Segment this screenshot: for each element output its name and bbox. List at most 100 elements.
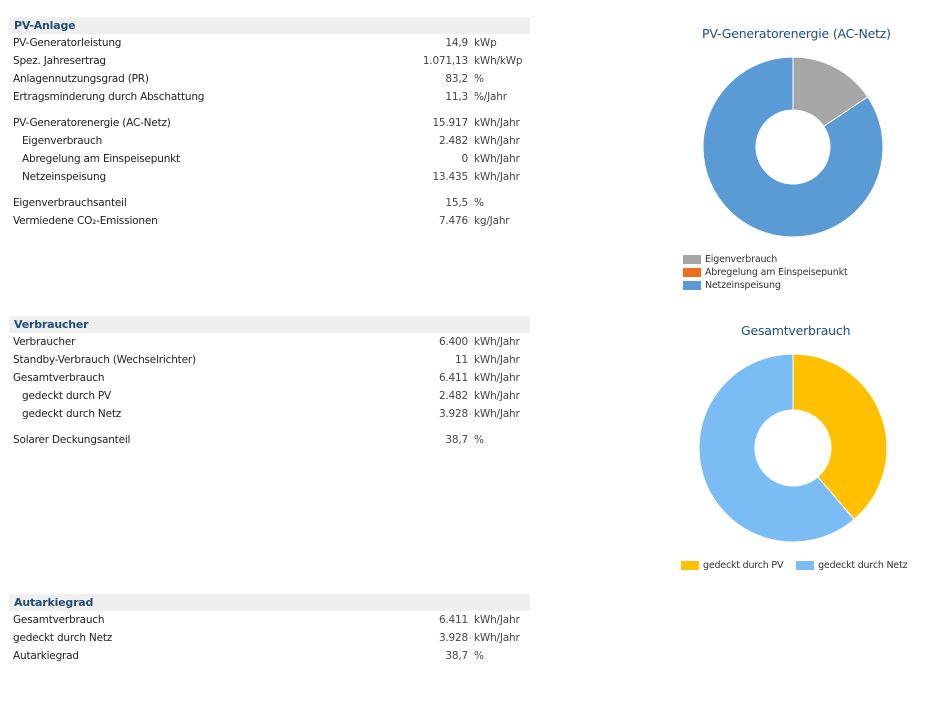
legend-swatch — [683, 255, 701, 264]
row-label: PV-Generatorenergie (AC-Netz) — [13, 117, 171, 129]
table-row: Abregelung am Einspeisepunkt 0 kWh/Jahr — [9, 150, 530, 168]
row-unit: kWh/Jahr — [474, 390, 520, 402]
legend-item: gedeckt durch PV — [681, 559, 783, 572]
row-label: Anlagennutzungsgrad (PR) — [13, 73, 149, 85]
table-row: Gesamtverbrauch 6.411 kWh/Jahr — [9, 611, 530, 629]
row-label: gedeckt durch PV — [22, 390, 112, 402]
row-value: 11,3 — [445, 91, 468, 103]
table-row: Netzeinspeisung 13.435 kWh/Jahr — [9, 168, 530, 186]
legend-label: Abregelung am Einspeisepunkt — [705, 267, 848, 278]
chart-title-gesamtverbrauch: Gesamtverbrauch — [741, 323, 851, 338]
row-label: Eigenverbrauchsanteil — [13, 197, 127, 209]
table-row: Eigenverbrauch 2.482 kWh/Jahr — [9, 132, 530, 150]
row-label: Gesamtverbrauch — [13, 614, 105, 626]
table-row: gedeckt durch Netz 3.928 kWh/Jahr — [9, 405, 530, 423]
legend-pv-energie: Eigenverbrauch Abregelung am Einspeisepu… — [683, 253, 848, 292]
section-title: Verbraucher — [9, 316, 530, 333]
legend-label: Netzeinspeisung — [705, 280, 781, 291]
row-unit: kWh/Jahr — [474, 354, 520, 366]
row-unit: kg/Jahr — [474, 215, 510, 227]
row-unit: kWh/Jahr — [474, 171, 520, 183]
row-unit: kWh/Jahr — [474, 372, 520, 384]
autarkie-section: Autarkiegrad Gesamtverbrauch 6.411 kWh/Jah… — [9, 594, 530, 665]
row-unit: kWh/kWp — [474, 55, 523, 67]
donut-chart-pv-energie — [703, 57, 883, 237]
row-unit: % — [474, 650, 484, 662]
row-label: Ertragsminderung durch Abschattung — [13, 91, 205, 103]
row-value: 13.435 — [432, 171, 468, 183]
row-value: 38,7 — [445, 434, 468, 446]
row-unit: kWh/Jahr — [474, 408, 520, 420]
table-row: Standby-Verbrauch (Wechselrichter) 11 kWh/… — [9, 351, 530, 369]
table-row: Ertragsminderung durch Abschattung 11,3 %/… — [9, 88, 530, 106]
table-row: gedeckt durch PV 2.482 kWh/Jahr — [9, 387, 530, 405]
table-row: PV-Generatorleistung 14,9 kWp — [9, 34, 530, 52]
row-value: 0 — [461, 153, 469, 165]
row-unit: kWh/Jahr — [474, 153, 520, 165]
row-unit: kWp — [474, 37, 497, 49]
row-label: Standby-Verbrauch (Wechselrichter) — [13, 354, 196, 366]
row-value: 6.411 — [438, 614, 468, 626]
row-label: gedeckt durch Netz — [13, 632, 113, 644]
table-row: gedeckt durch Netz 3.928 kWh/Jahr — [9, 629, 530, 647]
row-unit: kWh/Jahr — [474, 632, 520, 644]
legend-item: Netzeinspeisung — [683, 279, 847, 292]
row-value: 2.482 — [438, 390, 468, 402]
row-value: 11 — [455, 354, 468, 366]
row-label: Verbraucher — [13, 336, 76, 348]
row-value: 83,2 — [445, 73, 468, 85]
legend-label: gedeckt durch PV — [703, 560, 784, 571]
row-value: 14,9 — [445, 37, 468, 49]
row-unit: kWh/Jahr — [474, 135, 520, 147]
legend-item: gedeckt durch Netz — [796, 559, 908, 572]
row-label: Solarer Deckungsanteil — [13, 434, 131, 446]
row-label: Eigenverbrauch — [22, 135, 103, 147]
row-label: gedeckt durch Netz — [22, 408, 122, 420]
row-value: 6.411 — [438, 372, 468, 384]
donut-slice-gedeckt-durch-netz — [699, 354, 855, 542]
row-value: 2.482 — [438, 135, 468, 147]
table-row: Solarer Deckungsanteil 38,7% — [9, 431, 530, 449]
table-row: Verbraucher 6.400 kWh/Jahr — [9, 333, 530, 351]
legend-item: Abregelung am Einspeisepunkt — [683, 266, 848, 279]
row-value: 1.071,13 — [422, 55, 468, 67]
table-row: Gesamtverbrauch 6.411 kWh/Jahr — [9, 369, 530, 387]
row-value: 38,7 — [445, 650, 468, 662]
table-row: Spez. Jahresertrag 1.071,13 kWh/kWp — [9, 52, 530, 70]
row-unit: % — [474, 434, 484, 446]
legend-swatch — [683, 281, 701, 290]
row-label: Spez. Jahresertrag — [13, 55, 106, 67]
table-row: PV-Generatorenergie (AC-Netz) 15.917 kWh/J… — [9, 114, 530, 132]
row-label: PV-Generatorleistung — [13, 37, 122, 49]
row-value: 15.917 — [432, 117, 468, 129]
table-row: Anlagennutzungsgrad (PR) 83,2% — [9, 70, 530, 88]
legend-item: Eigenverbrauch — [683, 253, 847, 266]
legend-label: Eigenverbrauch — [705, 254, 778, 265]
row-value: 3.928 — [438, 408, 468, 420]
donut-slice-gedeckt-durch-pv — [792, 354, 887, 521]
legend-swatch — [796, 561, 815, 570]
row-unit: %/Jahr — [474, 91, 507, 103]
chart-title-pv-energie: PV-Generatorenergie (AC-Netz) — [702, 26, 891, 41]
row-unit: kWh/Jahr — [474, 336, 520, 348]
donut-chart-gesamtverbrauch — [699, 354, 887, 542]
row-value: 15,5 — [445, 197, 468, 209]
row-unit: kWh/Jahr — [474, 614, 520, 626]
row-value: 6.400 — [438, 336, 468, 348]
row-label: Autarkiegrad — [13, 650, 79, 662]
row-unit: % — [474, 197, 484, 209]
section-title: Autarkiegrad — [9, 594, 530, 611]
row-label: Netzeinspeisung — [22, 171, 106, 183]
row-value: 3.928 — [438, 632, 468, 644]
table-row: Vermiedene CO₂-Emissionen 7.476 kg/Jahr — [9, 212, 530, 230]
legend-swatch — [683, 268, 701, 277]
pv-anlage-section: PV-Anlage PV-Generatorleistung 14,9 kWp Sp… — [9, 17, 530, 230]
donut-slice-netzeinspeisung — [703, 57, 883, 237]
row-label: Vermiedene CO₂-Emissionen — [13, 215, 158, 227]
table-row: Eigenverbrauchsanteil 15,5% — [9, 194, 530, 212]
legend-gesamtverbrauch: gedeckt durch PV gedeckt durch Netz — [681, 559, 917, 572]
row-value: 7.476 — [438, 215, 468, 227]
table-row: Autarkiegrad 38,7% — [9, 647, 530, 665]
verbraucher-section: Verbraucher Verbraucher 6.400 kWh/Jahr Sta… — [9, 316, 530, 449]
row-unit: % — [474, 73, 484, 85]
